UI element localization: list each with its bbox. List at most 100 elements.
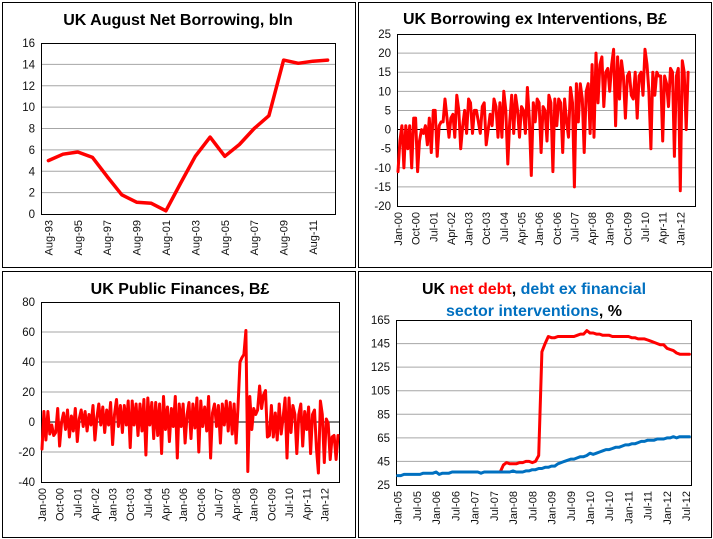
x-tick-label: Oct-06 <box>552 212 564 245</box>
x-tick-label: Jul-10 <box>640 212 652 242</box>
x-tick-label: Jul-01 <box>428 212 440 242</box>
x-tick-label: Jul-07 <box>569 212 581 242</box>
x-tick-label: Aug-97 <box>102 220 114 255</box>
y-tick-label: 14 <box>22 59 35 71</box>
y-tick-label: 0 <box>29 417 35 429</box>
y-tick-label: 10 <box>378 86 391 98</box>
chart-title: UK Public Finances, B£ <box>91 281 270 298</box>
x-tick-label: Oct-00 <box>411 212 423 245</box>
plot-area <box>41 43 336 215</box>
x-tick-label: Jul-10 <box>604 491 616 521</box>
x-tick-label: Oct-00 <box>55 488 67 521</box>
x-tick-label: Jan-05 <box>393 491 405 525</box>
x-tick-label: Jan-06 <box>431 491 443 525</box>
x-tick-label: Aug-99 <box>132 220 144 255</box>
y-tick-label: 16 <box>22 38 35 50</box>
chart-title-part: , <box>512 281 521 298</box>
y-tick-label: 4 <box>29 166 36 178</box>
chart-title: UK net debt, debt ex financial <box>422 281 646 298</box>
x-tick-label: Apr-02 <box>90 488 102 521</box>
y-tick-label: 0 <box>385 125 391 137</box>
x-tick-label: Aug-09 <box>279 220 291 255</box>
x-tick-label: Jul-04 <box>143 488 155 518</box>
y-tick-label: 25 <box>377 480 390 492</box>
chart-title-part: debt ex financial <box>521 281 646 298</box>
y-tick-label: 25 <box>378 29 391 41</box>
x-tick-label: Jan-09 <box>605 212 617 246</box>
x-tick-label: Aug-11 <box>308 220 320 255</box>
chart-panel-4: UK net debt, debt ex financial sector int… <box>358 271 712 538</box>
y-tick-label: 15 <box>378 67 391 79</box>
y-tick-label: 145 <box>371 339 390 351</box>
panel-border <box>358 271 712 538</box>
x-tick-label: Jul-10 <box>284 488 296 518</box>
plot-area <box>396 320 692 486</box>
x-tick-label: Aug-03 <box>190 220 202 255</box>
x-tick-label: Jan-11 <box>623 491 635 524</box>
y-tick-label: 2 <box>29 188 35 200</box>
y-tick-label: 20 <box>378 48 391 60</box>
y-tick-label: -20 <box>374 201 391 213</box>
y-tick-label: 20 <box>22 387 35 399</box>
x-tick-label: Jan-03 <box>464 212 476 246</box>
x-tick-label: Jan-10 <box>585 491 597 525</box>
y-tick-label: 125 <box>371 362 390 374</box>
series-line-1 <box>498 329 691 474</box>
x-tick-label: Apr-08 <box>587 212 599 245</box>
y-tick-label: 12 <box>22 81 35 93</box>
series-line-2 <box>396 435 691 478</box>
x-tick-label: Jan-06 <box>534 212 546 246</box>
series-line-1 <box>396 47 690 193</box>
y-tick-label: 45 <box>377 456 390 468</box>
x-tick-label: Jul-12 <box>681 491 693 521</box>
x-tick-label: Aug-05 <box>220 220 232 255</box>
x-tick-label: Jan-03 <box>108 488 120 522</box>
x-tick-label: Aug-07 <box>249 220 261 255</box>
y-tick-label: 8 <box>29 124 35 136</box>
x-tick-label: Jul-08 <box>527 491 539 521</box>
x-tick-label: Oct-03 <box>125 488 137 521</box>
x-tick-label: Jan-00 <box>37 488 49 522</box>
x-tick-label: Apr-08 <box>231 488 243 521</box>
y-tick-label: 80 <box>22 297 35 309</box>
chart-title: sector interventions, % <box>446 303 622 320</box>
x-tick-label: Jul-05 <box>412 491 424 521</box>
chart-title-part: UK August Net Borrowing, bln <box>63 12 293 29</box>
x-tick-label: Jul-01 <box>72 488 84 518</box>
y-tick-label: -20 <box>18 447 35 459</box>
chart-title-part: UK Borrowing ex Interventions, B£ <box>403 11 667 28</box>
x-tick-label: Jan-12 <box>675 212 687 246</box>
x-tick-label: Jan-09 <box>249 488 261 522</box>
x-tick-label: Jul-04 <box>499 212 511 242</box>
x-tick-label: Oct-09 <box>266 488 278 521</box>
x-tick-label: Jul-07 <box>489 491 501 521</box>
x-tick-label: Jan-06 <box>178 488 190 522</box>
x-tick-label: Aug-93 <box>43 220 55 255</box>
x-tick-label: Aug-01 <box>161 220 173 255</box>
plot-area <box>397 34 696 207</box>
x-tick-label: Apr-05 <box>160 488 172 521</box>
y-tick-label: 65 <box>377 433 390 445</box>
chart-title-part: sector interventions <box>446 303 599 320</box>
chart-title-part: UK <box>422 281 450 298</box>
x-tick-label: Jan-08 <box>508 491 520 525</box>
x-tick-label: Jan-09 <box>547 491 559 525</box>
y-tick-label: 165 <box>371 315 390 327</box>
y-tick-label: -15 <box>374 182 391 194</box>
x-tick-label: Jan-00 <box>393 212 405 246</box>
x-tick-label: Oct-03 <box>481 212 493 245</box>
x-tick-label: Apr-02 <box>446 212 458 245</box>
chart-title: UK Borrowing ex Interventions, B£ <box>403 11 667 28</box>
chart-panel-3: UK Public Finances, B£ -40 -20 0 20 40 60 80 Jan… <box>2 271 356 538</box>
y-tick-label: -40 <box>18 477 35 489</box>
y-tick-label: 60 <box>22 327 35 339</box>
chart-title-part: UK Public Finances, B£ <box>91 281 270 298</box>
plot-area <box>41 302 340 483</box>
y-tick-label: 40 <box>22 357 35 369</box>
y-tick-label: 5 <box>385 105 391 117</box>
x-tick-label: Oct-09 <box>622 212 634 245</box>
x-tick-label: Aug-95 <box>73 220 85 255</box>
y-tick-label: -10 <box>374 163 391 175</box>
x-tick-label: Apr-11 <box>658 212 670 244</box>
